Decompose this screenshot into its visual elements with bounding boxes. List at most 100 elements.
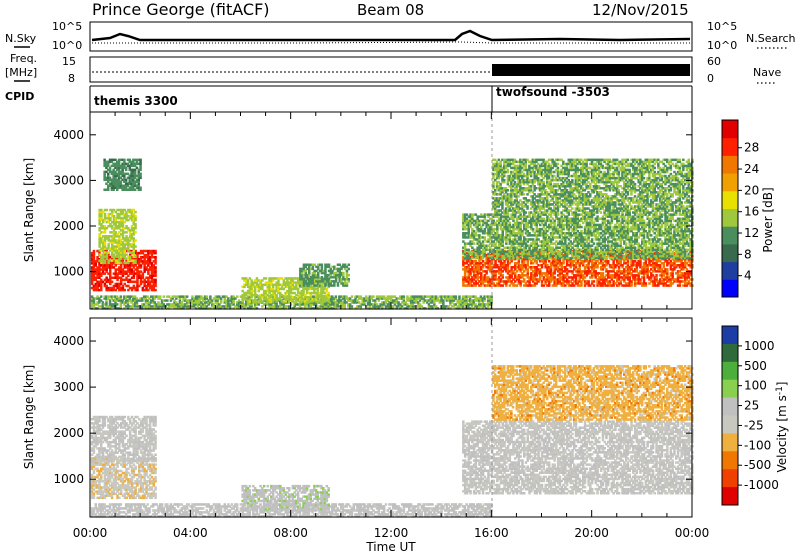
power-echo-cell xyxy=(481,280,485,283)
power-echo-cell xyxy=(370,307,373,310)
power-echo-cell xyxy=(343,299,346,302)
power-echo-cell xyxy=(443,295,447,298)
power-echo-cell xyxy=(434,297,438,300)
power-echo-cell xyxy=(477,303,481,306)
power-echo-cell xyxy=(107,307,110,310)
power-echo-cell xyxy=(105,227,109,230)
power-echo-cell xyxy=(311,285,314,289)
power-echo-cell xyxy=(300,285,303,289)
power-echo-cell xyxy=(368,297,372,300)
power-echo-cell xyxy=(198,307,201,310)
power-echo-cell xyxy=(539,274,542,277)
power-echo-region xyxy=(98,208,137,264)
power-echo-cell xyxy=(198,295,201,298)
power-echo-cell xyxy=(136,266,139,269)
power-echo-cell xyxy=(553,268,556,271)
power-echo-cell xyxy=(487,227,490,231)
power-echo-cell xyxy=(623,272,626,275)
power-echo-cell xyxy=(293,307,296,310)
power-echo-cell xyxy=(447,299,450,302)
power-echo-cell xyxy=(494,246,497,249)
power-echo-cell xyxy=(187,305,191,308)
power-echo-cell xyxy=(298,291,302,295)
power-echo-cell xyxy=(125,253,128,256)
power-echo-cell xyxy=(483,229,487,233)
power-echo-cell xyxy=(496,234,499,237)
power-echo-cell xyxy=(462,284,465,287)
power-echo-cell xyxy=(454,307,458,310)
power-echo-cell xyxy=(678,264,682,267)
power-echo-cell xyxy=(578,274,581,277)
power-echo-cell xyxy=(105,253,109,256)
power-echo-cell xyxy=(336,305,339,308)
power-echo-cell xyxy=(152,249,155,253)
power-echo-cell xyxy=(102,241,105,244)
power-echo-cell xyxy=(639,272,642,275)
power-echo-cell xyxy=(308,280,311,283)
power-echo-cell xyxy=(515,278,519,281)
power-echo-cell xyxy=(103,188,106,191)
power-echo-cell xyxy=(451,305,454,308)
power-echo-cell xyxy=(514,264,517,267)
power-echo-cell xyxy=(514,248,517,252)
power-echo-cell xyxy=(340,271,343,275)
power-echo-cell xyxy=(542,272,546,275)
power-echo-cell xyxy=(127,255,130,258)
power-echo-cell xyxy=(137,172,140,176)
power-echo-cell xyxy=(114,251,117,254)
power-echo-cell xyxy=(121,262,125,265)
power-echo-cell xyxy=(289,285,293,289)
power-echo-cell xyxy=(94,288,97,292)
power-echo-cell xyxy=(469,256,472,260)
power-echo-cell xyxy=(118,216,121,220)
power-echo-cell xyxy=(469,234,472,237)
power-echo-cell xyxy=(306,263,309,266)
power-echo-cell xyxy=(372,303,375,306)
power-echo-cell xyxy=(318,277,321,280)
power-echo-cell xyxy=(573,268,576,271)
power-echo-cell xyxy=(537,278,540,281)
power-echo-cell xyxy=(462,225,465,229)
power-echo-cell xyxy=(248,307,252,310)
power-echo-cell xyxy=(535,270,538,273)
power-echo-cell xyxy=(130,286,134,290)
power-echo-cell xyxy=(562,270,565,273)
power-echo-cell xyxy=(90,295,94,298)
power-echo-cell xyxy=(576,270,580,273)
power-echo-cell xyxy=(510,270,513,273)
power-echo-cell xyxy=(658,268,662,271)
power-echo-cell xyxy=(268,279,271,282)
power-echo-cell xyxy=(154,256,157,259)
power-echo-cell xyxy=(662,272,665,275)
power-echo-cell xyxy=(687,264,690,267)
power-echo-cell xyxy=(682,266,685,269)
power-echo-cell xyxy=(533,274,537,277)
power-echo-cell xyxy=(107,253,110,257)
power-echo-cell xyxy=(152,286,155,290)
power-echo-cell xyxy=(296,296,300,299)
power-echo-cell xyxy=(467,278,470,281)
power-echo-cell xyxy=(339,295,343,298)
power-echo-cell xyxy=(100,274,103,277)
power-echo-cell xyxy=(514,276,517,279)
power-echo-cell xyxy=(505,225,508,229)
power-echo-cell xyxy=(150,268,154,271)
power-echo-cell xyxy=(130,170,133,174)
power-echo-cell xyxy=(128,266,132,269)
power-echo-cell xyxy=(621,272,624,275)
power-echo-cell xyxy=(232,295,235,298)
power-echo-cell xyxy=(682,274,685,277)
power-echo-cell xyxy=(142,297,146,300)
power-echo-cell xyxy=(128,286,132,290)
power-echo-cell xyxy=(327,263,331,266)
power-echo-cell xyxy=(506,246,510,249)
power-echo-cell xyxy=(289,291,293,295)
power-echo-cell xyxy=(175,303,178,306)
power-echo-cell xyxy=(116,166,119,170)
power-echo-cell xyxy=(508,274,512,277)
power-echo-cell xyxy=(98,297,101,300)
power-echo-cell xyxy=(230,303,234,306)
power-echo-cell xyxy=(485,221,488,225)
power-echo-cell xyxy=(325,293,329,297)
power-echo-cell xyxy=(338,269,341,273)
